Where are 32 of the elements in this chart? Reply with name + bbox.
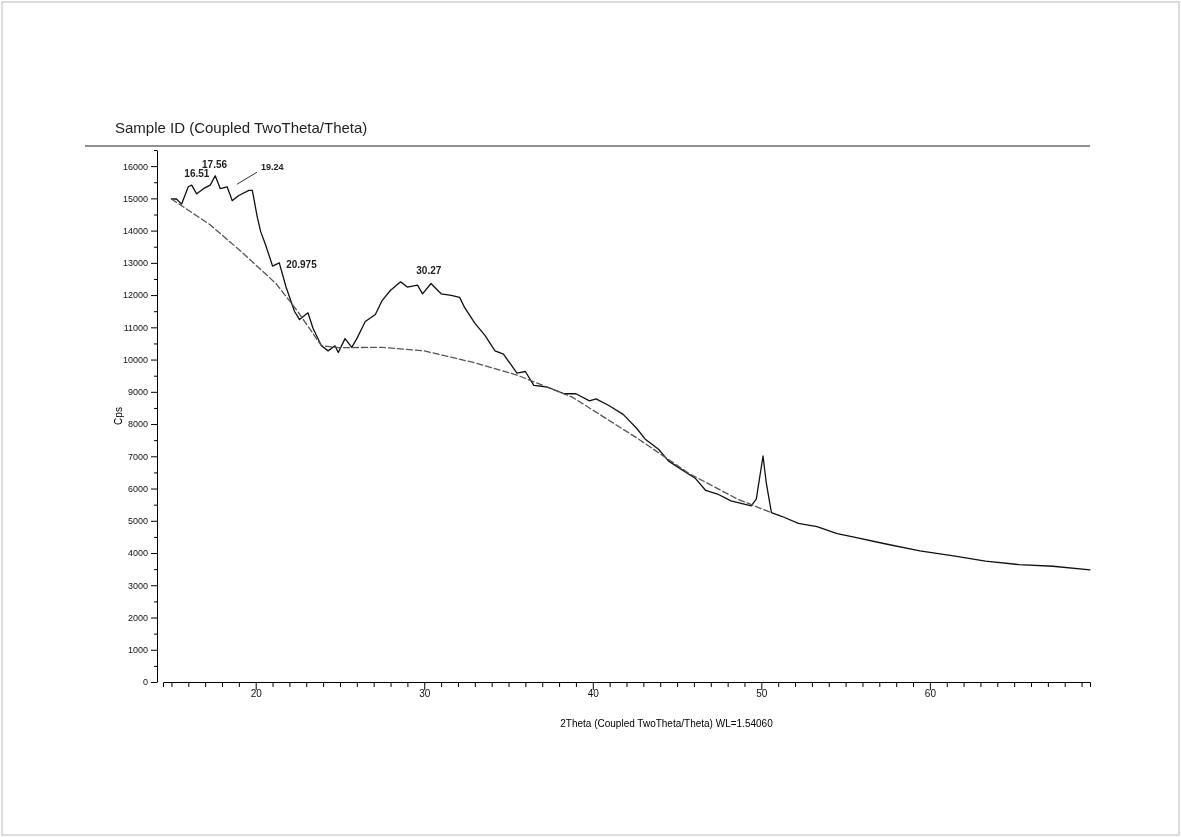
chart-title: Sample ID (Coupled TwoTheta/Theta) — [115, 119, 368, 136]
y-tick-label: 14000 — [122, 225, 148, 236]
y-tick-label: 7000 — [127, 451, 148, 462]
annotation: 30.27 — [416, 264, 442, 276]
y-tick-label: 3000 — [127, 580, 148, 591]
y-tick-label: 11000 — [123, 322, 148, 333]
annotation: 19.24 — [260, 162, 284, 173]
annotation: 20.975 — [286, 259, 318, 271]
line-series — [170, 198, 773, 514]
y-tick-label: 6000 — [127, 483, 148, 494]
y-tick-label: 13000 — [122, 258, 148, 269]
y-tick-label: 12000 — [122, 290, 148, 301]
x-tick-label: 30 — [419, 688, 431, 700]
y-tick-label: 15000 — [122, 193, 148, 204]
x-tick-label: 50 — [756, 688, 768, 700]
y-tick-label: 9000 — [127, 387, 148, 398]
y-tick-label: 0 — [142, 677, 148, 688]
y-tick-label: 16000 — [122, 161, 148, 172]
line-series — [170, 175, 1091, 571]
y-tick-label: 1000 — [127, 645, 148, 656]
y-tick-label: 5000 — [127, 516, 148, 527]
x-axis-title: 2Theta (Coupled TwoTheta/Theta) WL=1.54060 — [560, 718, 774, 729]
y-tick-label: 10000 — [122, 354, 148, 365]
y-tick-label: 2000 — [127, 612, 148, 623]
annotation: 16.51 — [184, 168, 210, 180]
y-tick-label: 8000 — [127, 419, 148, 430]
x-tick-label: 60 — [924, 688, 937, 700]
x-tick-label: 20 — [250, 688, 263, 700]
y-tick-label: 4000 — [127, 548, 148, 559]
annotation: 17.56 — [202, 158, 228, 170]
x-tick-label: 40 — [587, 688, 600, 700]
y-axis-title: Cps — [113, 407, 124, 425]
